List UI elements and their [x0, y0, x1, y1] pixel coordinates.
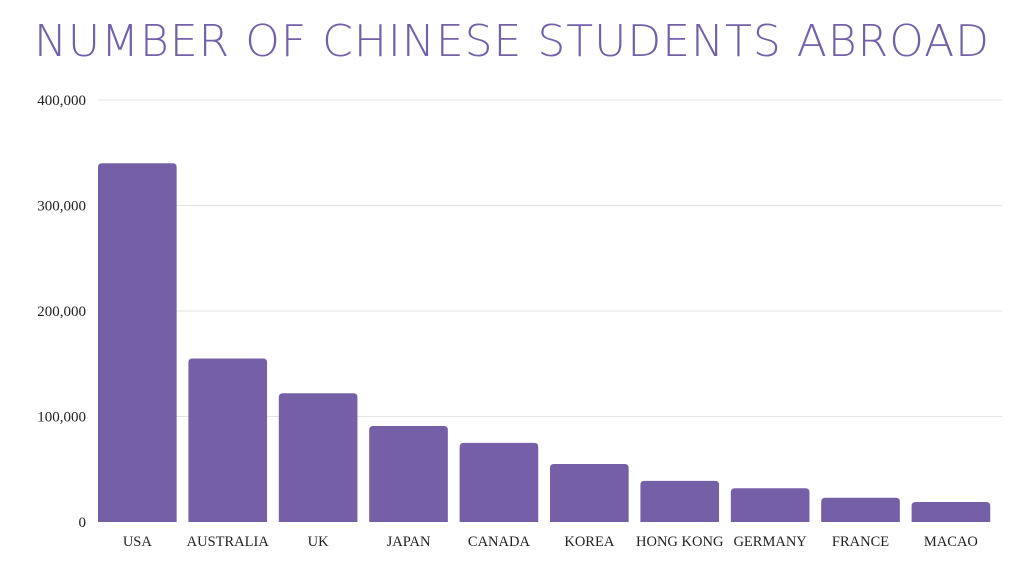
x-tick-label: CANADA — [468, 534, 531, 550]
bar-japan — [369, 425, 448, 522]
x-tick-label: USA — [123, 534, 153, 550]
y-tick-label: 400,000 — [37, 93, 86, 109]
bars — [98, 163, 991, 523]
bar-uk — [278, 393, 358, 522]
y-tick-label: 200,000 — [37, 304, 86, 320]
x-tick-label: KOREA — [564, 534, 614, 550]
bar-macao — [911, 501, 991, 522]
bar-australia — [188, 358, 268, 522]
x-tick-label: HONG KONG — [636, 534, 724, 550]
x-tick-label: AUSTRALIA — [187, 534, 270, 550]
y-axis: 0 100,000 200,000 300,000 400,000 — [37, 93, 86, 531]
x-tick-label: MACAO — [924, 534, 978, 550]
x-axis: USA AUSTRALIA UK JAPAN CANADA KOREA HONG KONG G… — [123, 534, 978, 550]
chart-title: NUMBER OF CHINESE STUDENTS ABROAD — [33, 16, 991, 67]
x-tick-label: GERMANY — [733, 534, 807, 550]
x-tick-label: JAPAN — [387, 534, 431, 550]
bar-canada — [459, 442, 539, 522]
bar-korea — [550, 463, 629, 522]
y-tick-label: 100,000 — [37, 410, 86, 426]
x-tick-label: UK — [308, 534, 329, 550]
bar-hong-kong — [640, 480, 720, 522]
x-tick-label: FRANCE — [832, 534, 889, 550]
bar-usa — [98, 163, 177, 523]
y-tick-label: 0 — [79, 515, 87, 531]
y-tick-label: 300,000 — [37, 199, 86, 215]
bar-france — [821, 497, 900, 522]
bar-germany — [730, 488, 810, 522]
